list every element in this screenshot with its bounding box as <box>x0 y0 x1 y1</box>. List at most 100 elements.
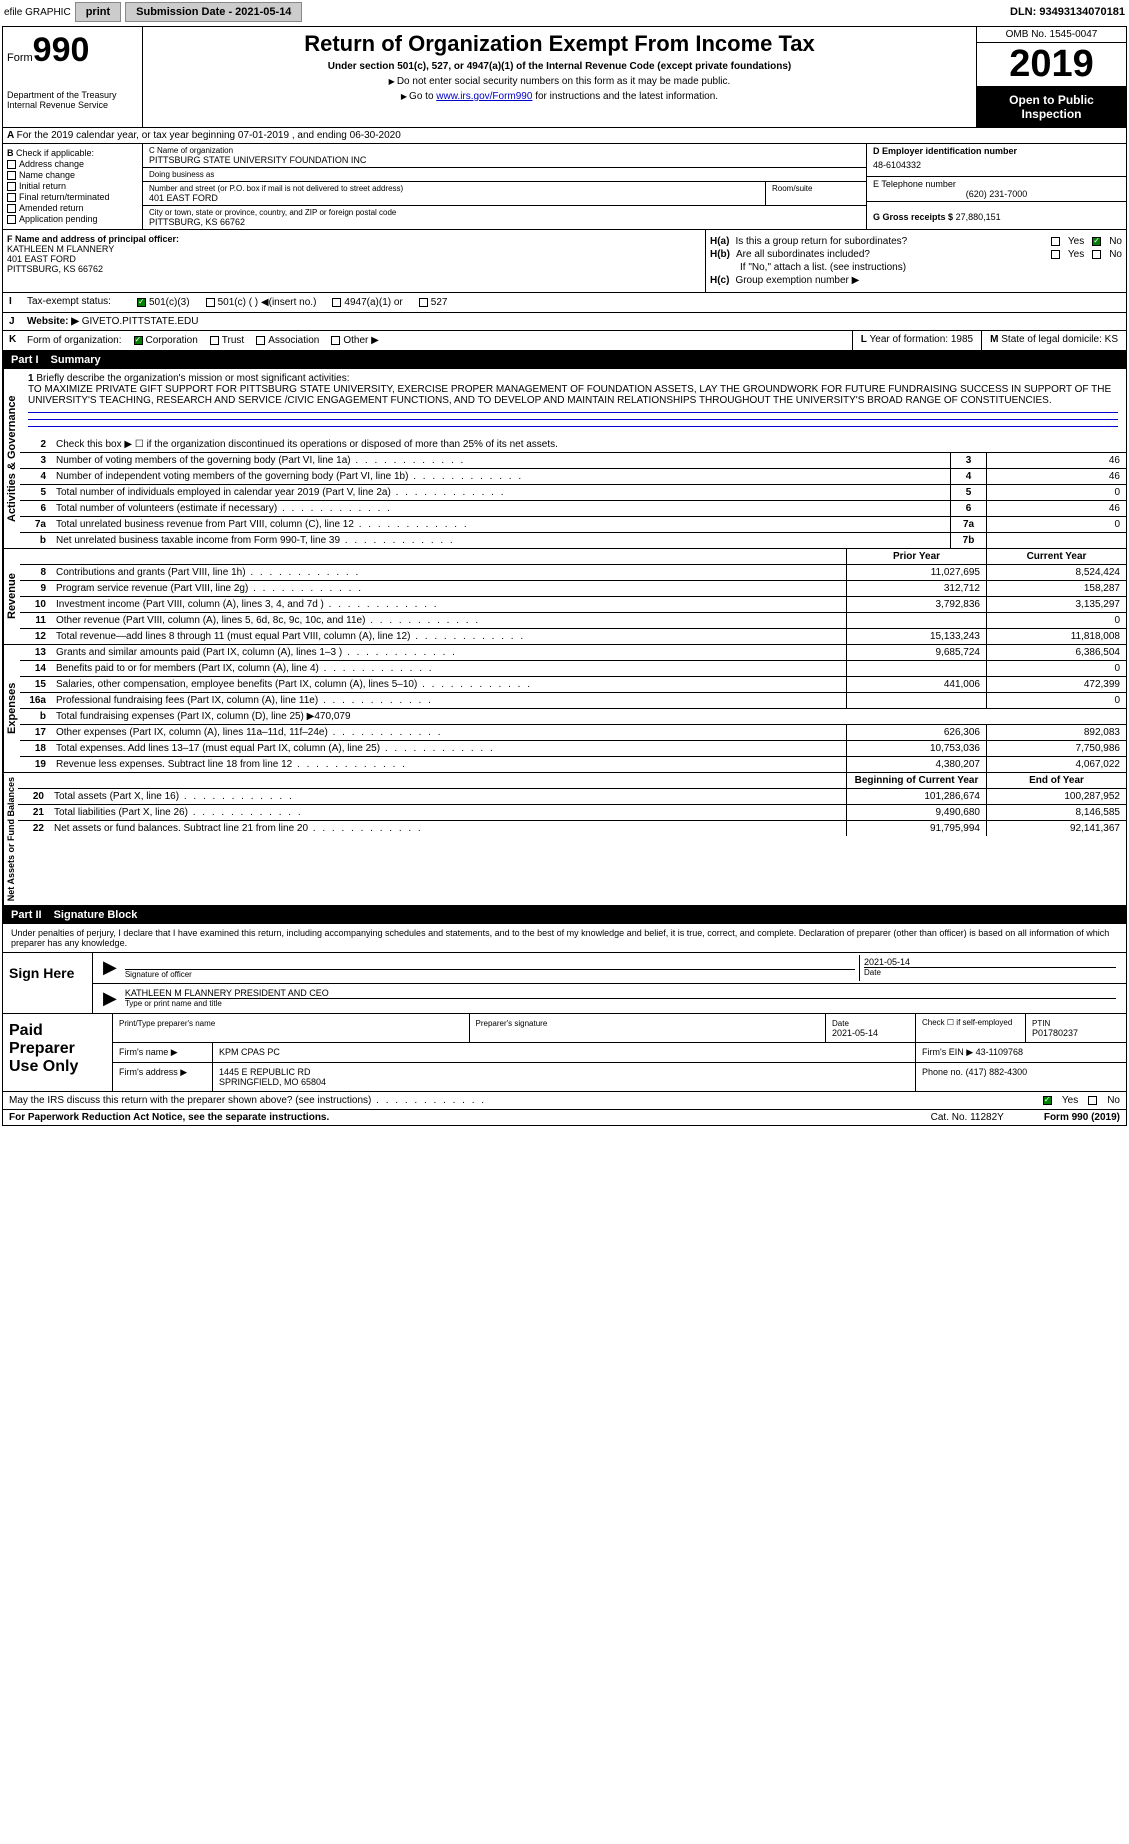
line-desc: Total number of volunteers (estimate if … <box>52 501 950 516</box>
officer-addr1: 401 EAST FORD <box>7 254 701 264</box>
chk-501c[interactable] <box>206 298 215 307</box>
footer: For Paperwork Reduction Act Notice, see … <box>3 1110 1126 1125</box>
table-row: 13 Grants and similar amounts paid (Part… <box>20 645 1126 661</box>
b-label: Check if applicable: <box>16 148 94 158</box>
table-row: 19 Revenue less expenses. Subtract line … <box>20 757 1126 772</box>
line-desc: Total liabilities (Part X, line 26) <box>50 805 846 820</box>
m-label: State of legal domicile: <box>1001 334 1102 345</box>
chk-4947[interactable] <box>332 298 341 307</box>
prior-val <box>846 693 986 708</box>
discuss-no[interactable] <box>1088 1096 1097 1105</box>
print-button[interactable]: print <box>75 2 121 22</box>
col-h: H(a)Is this a group return for subordina… <box>706 230 1126 292</box>
chk-initial[interactable] <box>7 182 16 191</box>
row-a: A For the 2019 calendar year, or tax yea… <box>3 128 1126 144</box>
k-opt: Corporation <box>146 335 198 346</box>
chk-address[interactable] <box>7 160 16 169</box>
ha-no[interactable] <box>1092 237 1101 246</box>
prep-sig-lbl: Preparer's signature <box>476 1019 548 1028</box>
chk-assoc[interactable] <box>256 336 265 345</box>
expenses-section: Expenses 13 Grants and similar amounts p… <box>3 645 1126 773</box>
m-val: KS <box>1105 334 1118 345</box>
row-j: J Website: ▶ GIVETO.PITTSTATE.EDU <box>3 313 1126 331</box>
discuss-row: May the IRS discuss this return with the… <box>3 1092 1126 1110</box>
l-label: Year of formation: <box>870 334 949 345</box>
current-val: 6,386,504 <box>986 645 1126 660</box>
prep-date: 2021-05-14 <box>832 1028 878 1038</box>
prior-val: 9,685,724 <box>846 645 986 660</box>
period-text: For the 2019 calendar year, or tax year … <box>17 130 401 141</box>
hb-text: Are all subordinates included? <box>736 249 870 260</box>
discuss-yes[interactable] <box>1043 1096 1052 1105</box>
chk-other[interactable] <box>331 336 340 345</box>
sign-here-label: Sign Here <box>3 953 93 1013</box>
row-klm: K Form of organization: Corporation Trus… <box>3 331 1126 351</box>
no-label: No <box>1107 1095 1120 1106</box>
chk-trust[interactable] <box>210 336 219 345</box>
line-desc: Contributions and grants (Part VIII, lin… <box>52 565 846 580</box>
hc-text: Group exemption number ▶ <box>735 275 859 286</box>
vlabel-governance: Activities & Governance <box>3 369 20 548</box>
prior-val: 312,712 <box>846 581 986 596</box>
table-row: 12 Total revenue—add lines 8 through 11 … <box>20 629 1126 644</box>
irs-link[interactable]: www.irs.gov/Form990 <box>436 91 532 102</box>
prior-val: 101,286,674 <box>846 789 986 804</box>
col-b: B Check if applicable: Address change Na… <box>3 144 143 229</box>
line-desc: Total assets (Part X, line 16) <box>50 789 846 804</box>
prior-val: 3,792,836 <box>846 597 986 612</box>
chk-pending[interactable] <box>7 215 16 224</box>
col-begin: Beginning of Current Year <box>846 773 986 788</box>
chk-527[interactable] <box>419 298 428 307</box>
dba-label: Doing business as <box>149 170 860 179</box>
line-num: 16a <box>20 693 52 708</box>
line-num: b <box>20 709 52 724</box>
header-center: Return of Organization Exempt From Incom… <box>143 27 976 127</box>
chk-final[interactable] <box>7 193 16 202</box>
line-num: 9 <box>20 581 52 596</box>
line-desc: Revenue less expenses. Subtract line 18 … <box>52 757 846 772</box>
current-val: 472,399 <box>986 677 1126 692</box>
paid-preparer-section: Paid Preparer Use Only Print/Type prepar… <box>3 1014 1126 1092</box>
ein: 48-6104332 <box>873 156 1120 174</box>
line-num: 20 <box>18 789 50 804</box>
line-desc: Professional fundraising fees (Part IX, … <box>52 693 846 708</box>
chk-501c3[interactable] <box>137 298 146 307</box>
room-label: Room/suite <box>772 184 860 193</box>
line-desc: Net assets or fund balances. Subtract li… <box>50 821 846 836</box>
chk-name[interactable] <box>7 171 16 180</box>
line-num: 7a <box>20 517 52 532</box>
chk-amended[interactable] <box>7 204 16 213</box>
line-val: 46 <box>986 453 1126 468</box>
officer-name: KATHLEEN M FLANNERY <box>7 244 701 254</box>
f-label: F Name and address of principal officer: <box>7 234 701 244</box>
prep-date-lbl: Date <box>832 1019 849 1028</box>
firm-ein: 43-1109768 <box>976 1047 1023 1057</box>
addr-label: Number and street (or P.O. box if mail i… <box>149 184 759 193</box>
line-desc: Benefits paid to or for members (Part IX… <box>52 661 846 676</box>
table-row: 3 Number of voting members of the govern… <box>20 453 1126 469</box>
submission-date-button[interactable]: Submission Date - 2021-05-14 <box>125 2 302 22</box>
netassets-section: Net Assets or Fund Balances Beginning of… <box>3 773 1126 906</box>
j-label: Website: ▶ <box>27 316 79 327</box>
arrow-icon <box>401 91 409 102</box>
part1-name: Summary <box>51 354 101 366</box>
type-name-label: Type or print name and title <box>125 998 1116 1008</box>
chk-corp[interactable] <box>134 336 143 345</box>
self-emp: Check ☐ if self-employed <box>916 1014 1026 1042</box>
hb-yes[interactable] <box>1051 250 1060 259</box>
arrow-icon <box>389 76 397 87</box>
ptin: P01780237 <box>1032 1028 1078 1038</box>
i-opt: 501(c)(3) <box>149 297 190 308</box>
current-val: 8,146,585 <box>986 805 1126 820</box>
prior-val: 15,133,243 <box>846 629 986 644</box>
ha-yes[interactable] <box>1051 237 1060 246</box>
line-val: 0 <box>986 517 1126 532</box>
hb-no[interactable] <box>1092 250 1101 259</box>
phone: (620) 231-7000 <box>873 189 1120 199</box>
i-opt: 4947(a)(1) or <box>344 297 402 308</box>
sig-officer-label: Signature of officer <box>125 969 855 979</box>
part1-header: Part I Summary <box>3 351 1126 369</box>
line-desc: Total number of individuals employed in … <box>52 485 950 500</box>
line-num: 10 <box>20 597 52 612</box>
table-row: 20 Total assets (Part X, line 16) 101,28… <box>18 789 1126 805</box>
